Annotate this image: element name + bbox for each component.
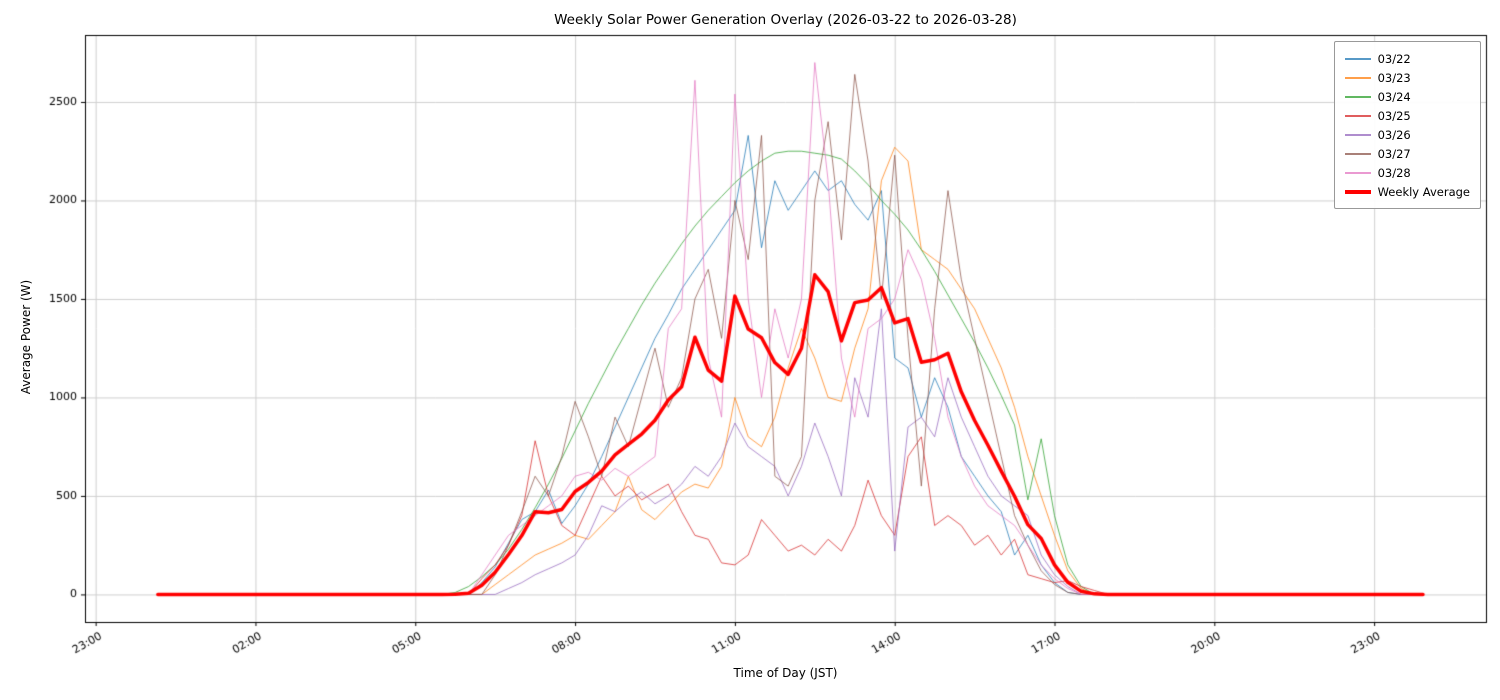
legend-label: 03/24 (1377, 89, 1411, 104)
y-axis-label: Average Power (W) (19, 279, 33, 395)
legend-label: 03/23 (1377, 70, 1411, 85)
legend-item-03-24: 03/24 (1344, 87, 1470, 106)
legend: 03/22 03/23 03/24 03/25 03/26 03/27 03/28 Weekl… (1333, 41, 1481, 209)
chart-title: Weekly Solar Power Generation Overlay (2… (554, 12, 1017, 28)
legend-line-sample (1344, 76, 1371, 79)
legend-label: 03/27 (1377, 146, 1411, 161)
legend-item-03-25: 03/25 (1344, 106, 1470, 125)
legend-line-sample (1344, 133, 1371, 136)
legend-label: Weekly Average (1377, 184, 1470, 199)
legend-item-weekly-average: Weekly Average (1344, 182, 1470, 201)
legend-item-03-26: 03/26 (1344, 125, 1470, 144)
legend-item-03-22: 03/22 (1344, 49, 1470, 68)
legend-label: 03/26 (1377, 127, 1411, 142)
legend-label: 03/22 (1377, 51, 1411, 66)
legend-line-sample (1344, 171, 1371, 174)
legend-label: 03/25 (1377, 108, 1411, 123)
legend-line-sample (1344, 152, 1371, 155)
legend-line-sample (1344, 57, 1371, 60)
legend-line-sample (1344, 114, 1371, 117)
legend-item-03-28: 03/28 (1344, 163, 1470, 182)
legend-label: 03/28 (1377, 165, 1411, 180)
legend-line-sample (1344, 189, 1371, 194)
legend-item-03-27: 03/27 (1344, 144, 1470, 163)
x-axis-label: Time of Day (JST) (733, 666, 838, 680)
legend-line-sample (1344, 95, 1371, 98)
legend-item-03-23: 03/23 (1344, 68, 1470, 87)
